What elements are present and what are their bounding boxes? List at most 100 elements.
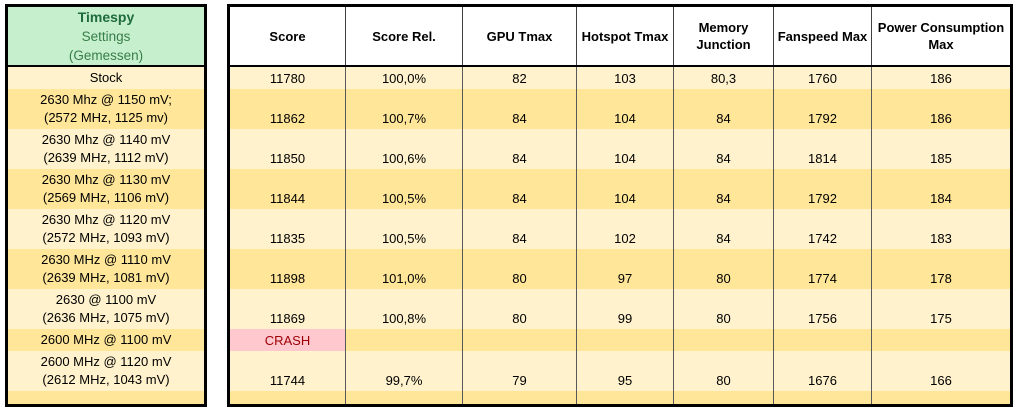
value-cell bbox=[230, 391, 346, 404]
value-cell: 185 bbox=[872, 129, 1010, 169]
value-cell bbox=[463, 329, 577, 351]
value-cell: 104 bbox=[577, 169, 674, 209]
column-header-power-consumption-max: Power Consumption Max bbox=[877, 20, 1005, 52]
value-cell: 84 bbox=[674, 209, 774, 249]
value-cell: 186 bbox=[872, 89, 1010, 129]
setting-label: 2630 Mhz @ 1140 mV bbox=[41, 131, 171, 147]
value-cell: 99 bbox=[577, 289, 674, 329]
value-cell: 80 bbox=[674, 289, 774, 329]
result-row: 11869 100,8% 80 99 80 1756 175 bbox=[230, 289, 1010, 329]
setting-label: Stock bbox=[89, 69, 123, 85]
value-cell: 84 bbox=[463, 169, 577, 209]
results-rows: 11780 100,0% 82 103 80,3 1760 186 11862 100,7% 84… bbox=[230, 67, 1010, 404]
result-row: 11744 99,7% 79 95 80 1676 166 bbox=[230, 351, 1010, 391]
value-cell: 99,7% bbox=[346, 351, 463, 391]
value-cell: 166 bbox=[872, 351, 1010, 391]
value-cell: 186 bbox=[872, 67, 1010, 89]
value-cell bbox=[872, 329, 1010, 351]
value-cell: 1792 bbox=[774, 169, 872, 209]
value-cell: 100,6% bbox=[346, 129, 463, 169]
value-cell: 104 bbox=[577, 89, 674, 129]
value-cell: 80 bbox=[463, 249, 577, 289]
value-cell bbox=[577, 329, 674, 351]
value-cell: 1774 bbox=[774, 249, 872, 289]
value-cell: 1760 bbox=[774, 67, 872, 89]
setting-label: 2630 Mhz @ 1150 mV; bbox=[40, 91, 172, 107]
result-row bbox=[230, 391, 1010, 404]
setting-row: 2630 Mhz @ 1130 mV (2569 MHz, 1106 mV) bbox=[8, 169, 204, 209]
setting-label: (2636 MHz, 1075 mV) bbox=[42, 310, 170, 325]
value-cell bbox=[674, 329, 774, 351]
setting-label: (2569 MHz, 1106 mV) bbox=[42, 190, 170, 205]
value-cell: 11835 bbox=[230, 209, 346, 249]
setting-label: (2612 MHz, 1043 mV) bbox=[42, 372, 170, 387]
value-cell bbox=[346, 329, 463, 351]
value-cell bbox=[774, 391, 872, 404]
value-cell: 84 bbox=[674, 169, 774, 209]
value-cell: 11869 bbox=[230, 289, 346, 329]
value-cell: 11850 bbox=[230, 129, 346, 169]
value-cell: 102 bbox=[577, 209, 674, 249]
value-cell: 80 bbox=[463, 289, 577, 329]
setting-label: 2630 @ 1100 mV bbox=[55, 291, 157, 307]
setting-row: 2630 Mhz @ 1140 mV (2639 MHz, 1112 mV) bbox=[8, 129, 204, 169]
value-cell: 1814 bbox=[774, 129, 872, 169]
value-cell: 80 bbox=[674, 249, 774, 289]
column-header-score: Score bbox=[230, 7, 346, 65]
setting-row: 2630 Mhz @ 1120 mV (2572 MHz, 1093 mV) bbox=[8, 209, 204, 249]
column-header-score-rel: Score Rel. bbox=[346, 7, 463, 65]
value-cell: 178 bbox=[872, 249, 1010, 289]
result-row: 11862 100,7% 84 104 84 1792 186 bbox=[230, 89, 1010, 129]
settings-rows: Stock 2630 Mhz @ 1150 mV; (2572 MHz, 1125 … bbox=[8, 67, 204, 404]
results-table: Score Score Rel. GPU Tmax Hotspot Tmax Memor… bbox=[227, 4, 1013, 407]
value-cell: 11862 bbox=[230, 89, 346, 129]
result-row: 11844 100,5% 84 104 84 1792 184 bbox=[230, 169, 1010, 209]
setting-row: 2630 Mhz @ 1150 mV; (2572 MHz, 1125 mv) bbox=[8, 89, 204, 129]
results-header-row: Score Score Rel. GPU Tmax Hotspot Tmax Memor… bbox=[230, 7, 1010, 67]
value-cell bbox=[674, 391, 774, 404]
value-cell: 95 bbox=[577, 351, 674, 391]
result-row: 11850 100,6% 84 104 84 1814 185 bbox=[230, 129, 1010, 169]
setting-row: 2630 MHz @ 1110 mV (2639 MHz, 1081 mV) bbox=[8, 249, 204, 289]
setting-label: 2600 MHz @ 1120 mV bbox=[40, 353, 172, 369]
value-cell bbox=[346, 391, 463, 404]
value-cell: 104 bbox=[577, 129, 674, 169]
settings-header: Timespy Settings (Gemessen) bbox=[8, 7, 204, 67]
value-cell: 1742 bbox=[774, 209, 872, 249]
value-cell: 84 bbox=[463, 89, 577, 129]
value-cell: 80 bbox=[674, 351, 774, 391]
result-row: 11898 101,0% 80 97 80 1774 178 bbox=[230, 249, 1010, 289]
value-cell: 11744 bbox=[230, 351, 346, 391]
value-cell: 79 bbox=[463, 351, 577, 391]
setting-label: 2630 MHz @ 1110 mV bbox=[41, 251, 171, 267]
value-cell: 101,0% bbox=[346, 249, 463, 289]
value-cell: 82 bbox=[463, 67, 577, 89]
value-cell: 103 bbox=[577, 67, 674, 89]
column-header-hotspot-tmax: Hotspot Tmax bbox=[577, 7, 674, 65]
value-cell: 184 bbox=[872, 169, 1010, 209]
setting-row: 2630 @ 1100 mV (2636 MHz, 1075 mV) bbox=[8, 289, 204, 329]
value-cell: 175 bbox=[872, 289, 1010, 329]
value-cell: 97 bbox=[577, 249, 674, 289]
value-cell bbox=[463, 391, 577, 404]
setting-label: (2639 MHz, 1112 mV) bbox=[43, 150, 169, 165]
setting-label: 2630 Mhz @ 1120 mV bbox=[41, 211, 171, 227]
setting-row: 2600 MHz @ 1100 mV bbox=[8, 329, 204, 351]
value-cell bbox=[872, 391, 1010, 404]
value-cell: 100,8% bbox=[346, 289, 463, 329]
setting-label: (2572 MHz, 1093 mV) bbox=[42, 230, 170, 245]
column-header-gpu-tmax: GPU Tmax bbox=[463, 7, 577, 65]
result-row: 11780 100,0% 82 103 80,3 1760 186 bbox=[230, 67, 1010, 89]
crash-cell: CRASH bbox=[230, 329, 346, 351]
result-row: CRASH bbox=[230, 329, 1010, 351]
setting-row: 2600 MHz @ 1120 mV (2612 MHz, 1043 mV) bbox=[8, 351, 204, 391]
setting-label: (2639 MHz, 1081 mV) bbox=[42, 270, 170, 285]
value-cell: 84 bbox=[674, 89, 774, 129]
value-cell bbox=[577, 391, 674, 404]
value-cell: 1792 bbox=[774, 89, 872, 129]
value-cell: 100,5% bbox=[346, 169, 463, 209]
value-cell: 84 bbox=[463, 129, 577, 169]
result-row: 11835 100,5% 84 102 84 1742 183 bbox=[230, 209, 1010, 249]
value-cell: 183 bbox=[872, 209, 1010, 249]
settings-note: (Gemessen) bbox=[68, 47, 144, 63]
